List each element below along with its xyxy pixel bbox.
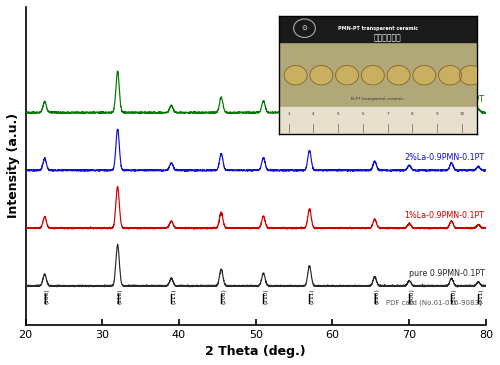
Text: (220): (220) — [374, 289, 380, 304]
Text: (111): (111) — [172, 289, 176, 304]
Text: 1%La-0.9PMN-0.1PT: 1%La-0.9PMN-0.1PT — [404, 211, 484, 220]
X-axis label: 2 Theta (deg.): 2 Theta (deg.) — [206, 345, 306, 358]
Text: pure 0.9PMN-0.1PT: pure 0.9PMN-0.1PT — [408, 269, 484, 277]
Text: PDF card (No.01-076-9083): PDF card (No.01-076-9083) — [386, 300, 482, 306]
Text: (200): (200) — [221, 289, 226, 304]
Text: 2%La-0.9PMN-0.1PT: 2%La-0.9PMN-0.1PT — [404, 153, 484, 162]
Text: (300): (300) — [409, 289, 414, 304]
Text: (100): (100) — [44, 289, 50, 304]
Text: (110): (110) — [118, 289, 122, 304]
Text: (210): (210) — [264, 289, 268, 304]
Y-axis label: Intensity (a.u.): Intensity (a.u.) — [7, 113, 20, 218]
Text: (311): (311) — [478, 289, 484, 304]
Text: (211): (211) — [310, 289, 314, 304]
Text: (310): (310) — [452, 289, 456, 304]
Text: 4%La-0.9PMN-0.1PT: 4%La-0.9PMN-0.1PT — [404, 95, 484, 104]
